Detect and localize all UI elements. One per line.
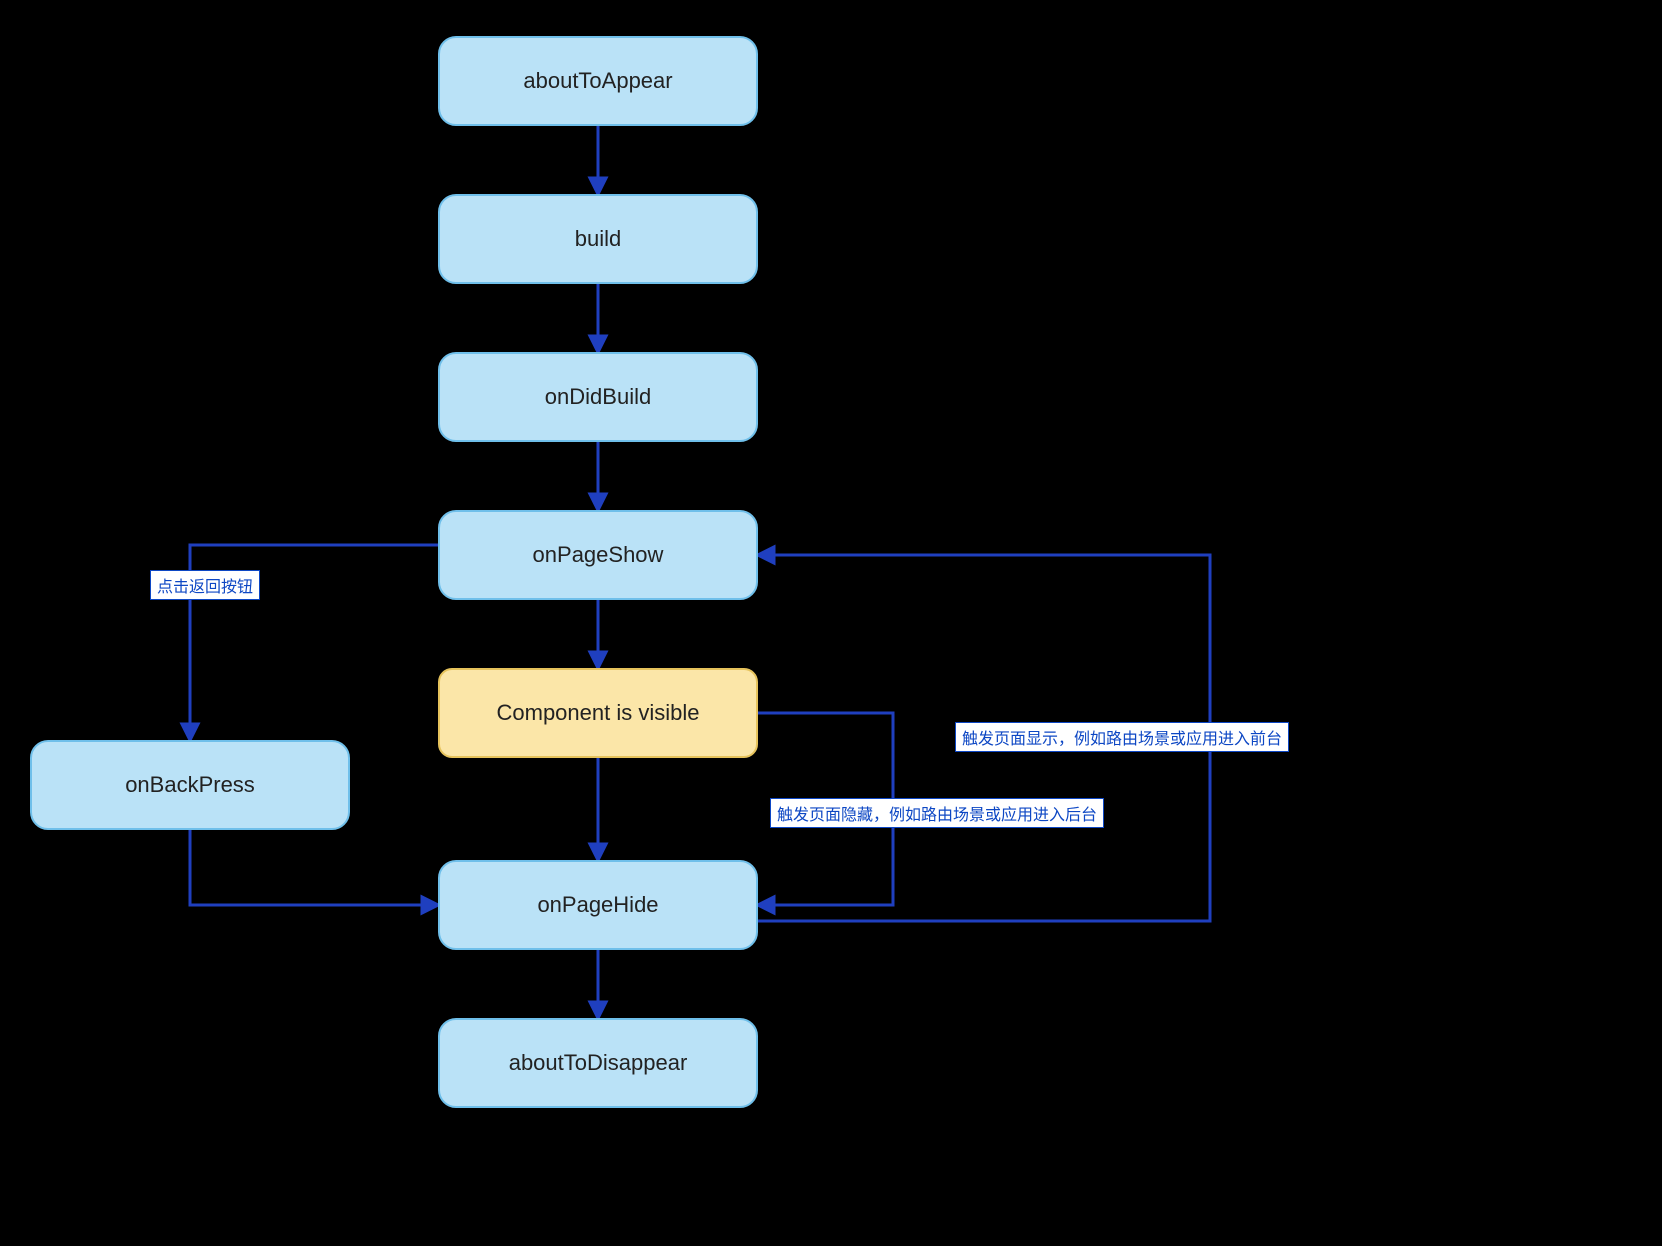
node-componentVisible: Component is visible [438, 668, 758, 758]
node-onDidBuild: onDidBuild [438, 352, 758, 442]
node-onBackPress: onBackPress [30, 740, 350, 830]
edge-onBackPress-to-onPageHide [190, 830, 438, 905]
edge-label-componentVisible-to-onPageHide: 触发页面隐藏，例如路由场景或应用进入后台 [770, 798, 1104, 828]
edge-label-onPageHide-to-onPageShow: 触发页面显示，例如路由场景或应用进入前台 [955, 722, 1289, 752]
edge-label-onPageShow-to-onBackPress: 点击返回按钮 [150, 570, 260, 600]
node-build: build [438, 194, 758, 284]
edges-svg [0, 0, 1662, 1246]
node-onPageShow: onPageShow [438, 510, 758, 600]
node-aboutToAppear: aboutToAppear [438, 36, 758, 126]
flowchart-canvas: aboutToAppear build onDidBuild onPageShow Co… [0, 0, 1662, 1246]
node-onPageHide: onPageHide [438, 860, 758, 950]
node-aboutToDisappear: aboutToDisappear [438, 1018, 758, 1108]
